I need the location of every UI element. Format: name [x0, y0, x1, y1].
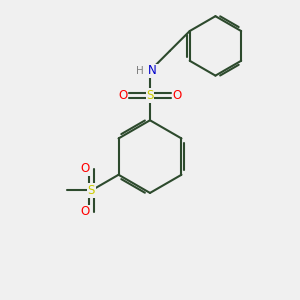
Text: S: S	[146, 89, 154, 102]
Text: N: N	[148, 64, 157, 77]
Text: O: O	[81, 163, 90, 176]
Text: S: S	[88, 184, 95, 197]
Text: H: H	[136, 66, 144, 76]
Text: O: O	[173, 89, 182, 102]
Text: O: O	[118, 89, 127, 102]
Text: O: O	[81, 206, 90, 218]
